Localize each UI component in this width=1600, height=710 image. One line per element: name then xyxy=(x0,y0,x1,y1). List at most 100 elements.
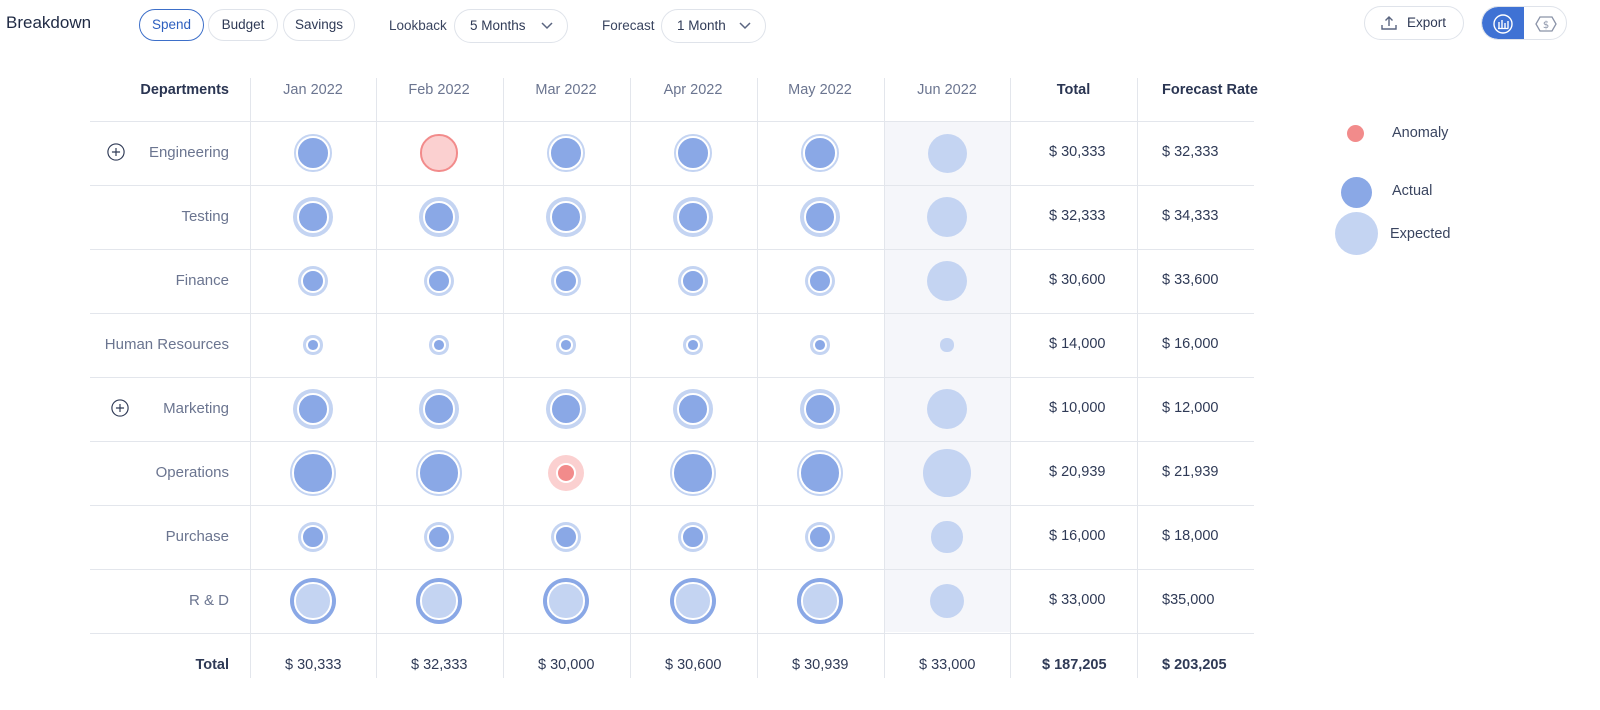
actual-bubble[interactable] xyxy=(672,452,714,494)
actual-bubble[interactable] xyxy=(296,136,330,170)
row-divider xyxy=(90,441,1254,442)
expand-plus-icon[interactable] xyxy=(111,399,129,417)
tab-savings[interactable]: Savings xyxy=(283,9,355,41)
currency-view-button[interactable]: $ xyxy=(1524,7,1566,39)
actual-bubble[interactable] xyxy=(301,525,325,549)
forecast-value: 1 Month xyxy=(677,18,726,33)
chart-view-button[interactable] xyxy=(1482,7,1524,39)
month-total: $ 30,939 xyxy=(792,657,849,673)
expected-bubble xyxy=(926,196,968,238)
column-header-month: Feb 2022 xyxy=(408,82,470,98)
tab-spend[interactable]: Spend xyxy=(139,9,204,41)
export-button[interactable]: Export xyxy=(1364,6,1464,40)
row-forecast-rate: $ 34,333 xyxy=(1162,208,1219,224)
department-name: Testing xyxy=(181,208,229,225)
row-forecast-rate: $ 32,333 xyxy=(1162,144,1219,160)
column-header-month: Apr 2022 xyxy=(663,82,723,98)
row-total: $ 16,000 xyxy=(1049,528,1106,544)
actual-bubble[interactable] xyxy=(550,393,582,425)
actual-bubble[interactable] xyxy=(559,338,573,352)
row-divider xyxy=(90,633,1254,634)
actual-bubble[interactable] xyxy=(297,201,329,233)
row-divider xyxy=(90,505,1254,506)
anomaly-bubble[interactable] xyxy=(556,463,576,483)
expand-plus-icon[interactable] xyxy=(107,143,125,161)
row-forecast-rate: $35,000 xyxy=(1162,592,1215,608)
column-header-month: Jun 2022 xyxy=(917,82,977,98)
row-divider xyxy=(90,377,1254,378)
row-divider xyxy=(90,313,1254,314)
department-name: Purchase xyxy=(165,528,229,545)
actual-bubble[interactable] xyxy=(427,269,451,293)
actual-bubble[interactable] xyxy=(676,136,710,170)
column-divider xyxy=(1010,78,1011,678)
tab-budget[interactable]: Budget xyxy=(208,9,278,41)
actual-bubble[interactable] xyxy=(803,136,837,170)
column-header-month: May 2022 xyxy=(788,82,852,98)
row-divider xyxy=(90,185,1254,186)
legend-anomaly: Anomaly xyxy=(1392,125,1449,141)
actual-bubble[interactable] xyxy=(677,201,709,233)
department-name: Marketing xyxy=(163,400,229,417)
expected-bubble-inner xyxy=(674,582,712,620)
chevron-down-icon xyxy=(541,22,553,30)
department-name: Operations xyxy=(155,464,229,481)
chevron-down-icon xyxy=(739,22,751,30)
expected-bubble xyxy=(931,521,963,553)
totals-label: Total xyxy=(195,657,229,673)
actual-bubble[interactable] xyxy=(681,269,705,293)
row-forecast-rate: $ 12,000 xyxy=(1162,400,1219,416)
actual-bubble[interactable] xyxy=(813,338,827,352)
department-name: Human Resources xyxy=(104,336,229,353)
legend-actual: Actual xyxy=(1392,183,1433,199)
lookback-select[interactable]: 5 Months xyxy=(454,9,568,43)
column-divider xyxy=(503,78,504,678)
actual-bubble[interactable] xyxy=(554,525,578,549)
actual-bubble[interactable] xyxy=(677,393,709,425)
svg-text:$: $ xyxy=(1543,20,1549,31)
actual-bubble[interactable] xyxy=(427,525,451,549)
column-header-total: Total xyxy=(1056,82,1091,98)
actual-bubble[interactable] xyxy=(297,393,329,425)
month-total: $ 30,000 xyxy=(538,657,595,673)
expected-bubble-inner xyxy=(420,582,458,620)
row-forecast-rate: $ 21,939 xyxy=(1162,464,1219,480)
actual-bubble[interactable] xyxy=(554,269,578,293)
row-divider xyxy=(90,569,1254,570)
actual-bubble[interactable] xyxy=(432,338,446,352)
column-divider xyxy=(250,78,251,678)
department-name: R & D xyxy=(188,592,229,609)
actual-bubble[interactable] xyxy=(804,201,836,233)
column-divider xyxy=(884,78,885,678)
row-total: $ 20,939 xyxy=(1049,464,1106,480)
actual-bubble[interactable] xyxy=(686,338,700,352)
actual-bubble[interactable] xyxy=(418,452,460,494)
forecast-select[interactable]: 1 Month xyxy=(661,9,766,43)
forecast-label: Forecast xyxy=(602,18,655,33)
row-forecast-rate: $ 33,600 xyxy=(1162,272,1219,288)
actual-bubble[interactable] xyxy=(301,269,325,293)
expected-bubble xyxy=(929,583,965,619)
row-divider xyxy=(90,121,1254,122)
actual-bubble[interactable] xyxy=(799,452,841,494)
actual-bubble[interactable] xyxy=(549,136,583,170)
row-forecast-rate: $ 16,000 xyxy=(1162,336,1219,352)
legend-expected: Expected xyxy=(1390,226,1451,242)
month-total: $ 33,000 xyxy=(919,657,976,673)
anomaly-bubble[interactable] xyxy=(420,134,458,172)
actual-bubble[interactable] xyxy=(306,338,320,352)
department-name: Engineering xyxy=(148,144,229,161)
actual-bubble[interactable] xyxy=(804,393,836,425)
month-total: $ 32,333 xyxy=(411,657,468,673)
expected-bubble xyxy=(927,133,967,173)
actual-bubble[interactable] xyxy=(808,269,832,293)
actual-bubble[interactable] xyxy=(423,393,455,425)
actual-bubble[interactable] xyxy=(550,201,582,233)
actual-bubble[interactable] xyxy=(423,201,455,233)
actual-bubble[interactable] xyxy=(681,525,705,549)
actual-bubble[interactable] xyxy=(292,452,334,494)
expected-bubble-inner xyxy=(547,582,585,620)
column-header-departments: Departments xyxy=(140,82,229,98)
department-name: Finance xyxy=(175,272,229,289)
actual-bubble[interactable] xyxy=(808,525,832,549)
